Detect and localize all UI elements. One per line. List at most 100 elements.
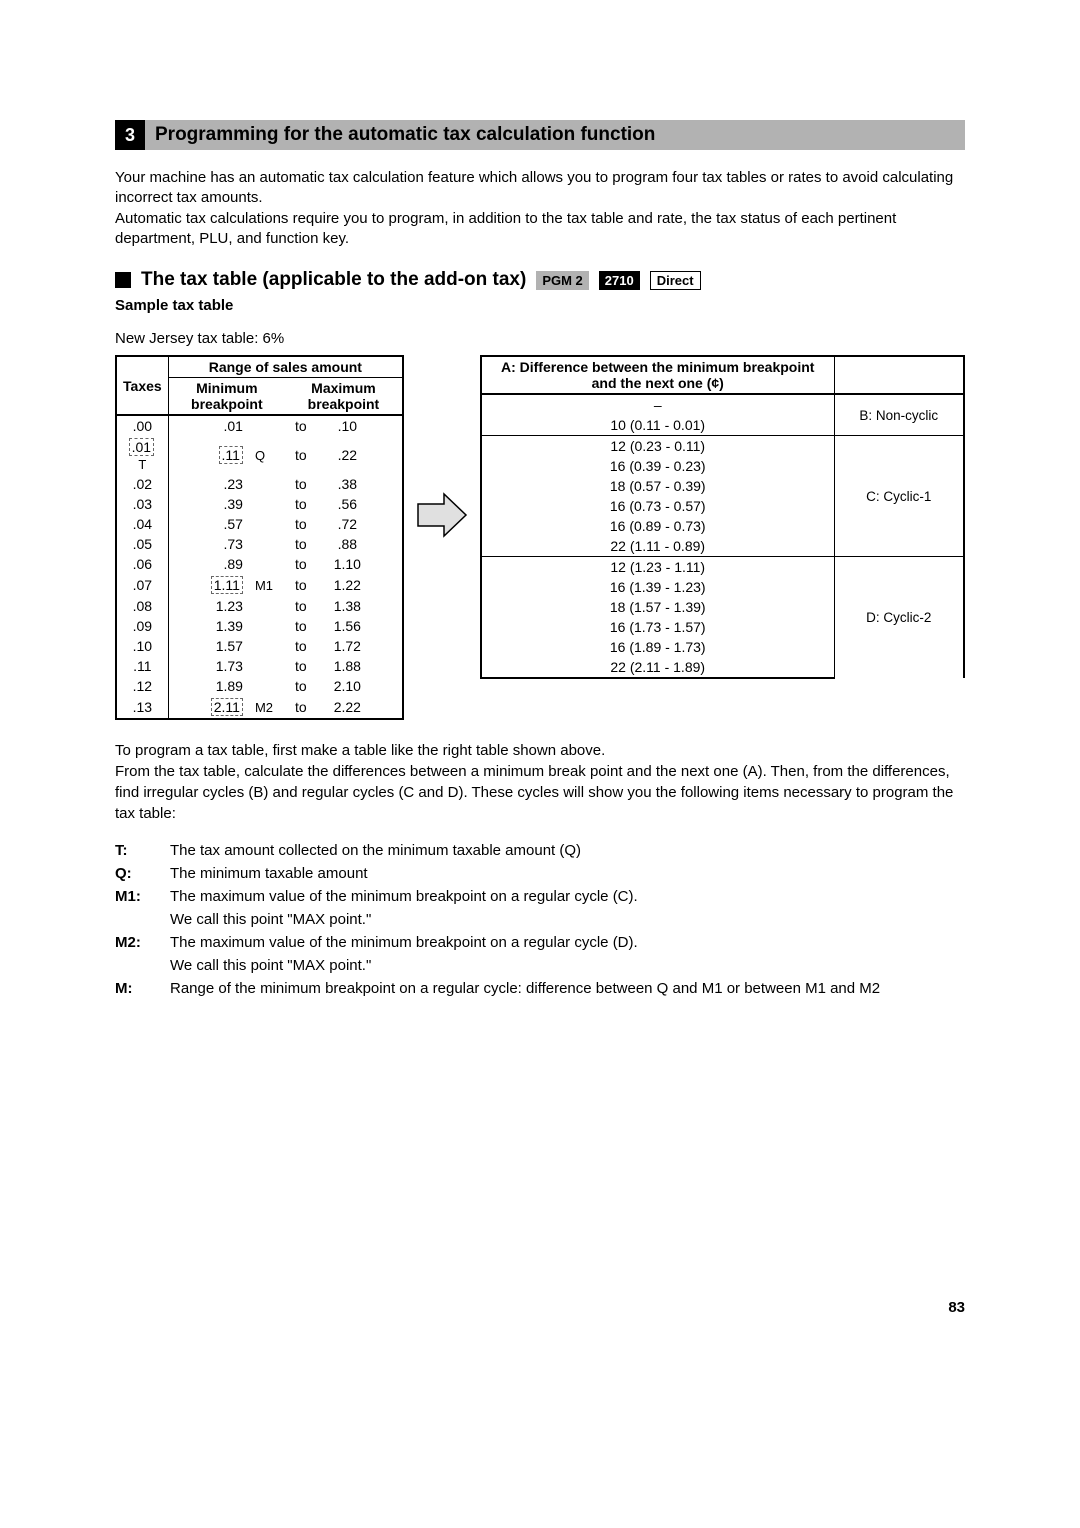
to-cell: to: [285, 616, 317, 636]
bullet-icon: [115, 272, 131, 288]
max-cell: 1.56: [317, 616, 403, 636]
to-cell: to: [285, 514, 317, 534]
min-cell: 2.11: [168, 696, 249, 719]
tax-cell: .01 T: [116, 436, 168, 474]
diff-cell: 12 (0.23 - 0.11): [481, 436, 834, 457]
tables-wrap: Taxes Range of sales amount Minimum brea…: [115, 355, 965, 720]
min-note: [249, 534, 285, 554]
min-cell: .57: [168, 514, 249, 534]
section-header: 3 Programming for the automatic tax calc…: [115, 120, 965, 150]
tax-cell: .11: [116, 656, 168, 676]
def-key: M:: [115, 978, 170, 999]
def-row: M2:The maximum value of the minimum brea…: [115, 932, 965, 953]
min-note: [249, 636, 285, 656]
diff-cell: 16 (0.39 - 0.23): [481, 456, 834, 476]
max-cell: 1.38: [317, 596, 403, 616]
min-cell: 1.57: [168, 636, 249, 656]
diff-cell: 16 (1.73 - 1.57): [481, 617, 834, 637]
diff-cell: 12 (1.23 - 1.11): [481, 557, 834, 578]
def-value: The minimum taxable amount: [170, 863, 965, 884]
max-cell: 1.72: [317, 636, 403, 656]
max-cell: .10: [317, 415, 403, 436]
def-key: [115, 955, 170, 976]
min-cell: .23: [168, 474, 249, 494]
min-note: Q: [249, 436, 285, 474]
min-note: [249, 494, 285, 514]
tax-table-right: A: Difference between the minimum breakp…: [480, 355, 965, 679]
to-cell: to: [285, 574, 317, 596]
to-cell: to: [285, 554, 317, 574]
tax-cell: .06: [116, 554, 168, 574]
diff-cell: 16 (0.89 - 0.73): [481, 516, 834, 536]
tax-cell: .02: [116, 474, 168, 494]
min-note: [249, 596, 285, 616]
def-row: T:The tax amount collected on the minimu…: [115, 840, 965, 861]
col-min: Minimum breakpoint: [168, 378, 285, 416]
label-cyclic1: C: Cyclic-1: [834, 436, 964, 557]
to-cell: to: [285, 596, 317, 616]
sample-caption: New Jersey tax table: 6%: [115, 330, 965, 347]
tax-cell: .09: [116, 616, 168, 636]
min-note: [249, 616, 285, 636]
def-value: We call this point "MAX point.": [170, 955, 965, 976]
badge-pgm2: PGM 2: [536, 271, 588, 290]
col-max: Maximum breakpoint: [285, 378, 403, 416]
page-number: 83: [115, 1299, 965, 1316]
min-note: [249, 415, 285, 436]
tax-cell: .10: [116, 636, 168, 656]
min-cell: .73: [168, 534, 249, 554]
min-cell: .11: [168, 436, 249, 474]
min-note: M2: [249, 696, 285, 719]
min-note: [249, 554, 285, 574]
def-value: We call this point "MAX point.": [170, 909, 965, 930]
tax-cell: .07: [116, 574, 168, 596]
diff-cell: 16 (1.39 - 1.23): [481, 577, 834, 597]
subsection-header: The tax table (applicable to the add-on …: [115, 269, 965, 291]
def-row: We call this point "MAX point.": [115, 909, 965, 930]
def-row: Q:The minimum taxable amount: [115, 863, 965, 884]
max-cell: .72: [317, 514, 403, 534]
def-key: M1:: [115, 886, 170, 907]
to-cell: to: [285, 494, 317, 514]
right-header: A: Difference between the minimum breakp…: [481, 356, 834, 394]
def-value: The tax amount collected on the minimum …: [170, 840, 965, 861]
to-cell: to: [285, 534, 317, 554]
min-cell: 1.73: [168, 656, 249, 676]
min-cell: .89: [168, 554, 249, 574]
diff-cell: 18 (1.57 - 1.39): [481, 597, 834, 617]
max-cell: .56: [317, 494, 403, 514]
min-note: [249, 656, 285, 676]
min-note: M1: [249, 574, 285, 596]
tax-cell: .00: [116, 415, 168, 436]
max-cell: 2.22: [317, 696, 403, 719]
diff-cell: 16 (0.73 - 0.57): [481, 496, 834, 516]
section-title: Programming for the automatic tax calcul…: [145, 120, 965, 150]
to-cell: to: [285, 656, 317, 676]
min-note: [249, 676, 285, 696]
col-range: Range of sales amount: [168, 356, 403, 378]
diff-cell: –: [481, 394, 834, 415]
arrow-icon: [416, 355, 468, 675]
tax-cell: .13: [116, 696, 168, 719]
max-cell: 1.88: [317, 656, 403, 676]
tax-cell: .04: [116, 514, 168, 534]
max-cell: .88: [317, 534, 403, 554]
tax-cell: .03: [116, 494, 168, 514]
def-key: [115, 909, 170, 930]
tax-cell: .12: [116, 676, 168, 696]
right-header-blank: [834, 356, 964, 394]
explain-text: To program a tax table, first make a tab…: [115, 740, 965, 824]
diff-cell: 22 (1.11 - 0.89): [481, 536, 834, 557]
min-cell: 1.89: [168, 676, 249, 696]
label-noncyclic: B: Non-cyclic: [834, 394, 964, 436]
min-cell: .39: [168, 494, 249, 514]
explain-p1: To program a tax table, first make a tab…: [115, 742, 605, 759]
intro-p2: Automatic tax calculations require you t…: [115, 210, 896, 247]
def-key: Q:: [115, 863, 170, 884]
tax-cell: .05: [116, 534, 168, 554]
max-cell: .22: [317, 436, 403, 474]
intro-text: Your machine has an automatic tax calcul…: [115, 168, 965, 249]
def-row: M1:The maximum value of the minimum brea…: [115, 886, 965, 907]
max-cell: 1.22: [317, 574, 403, 596]
min-cell: 1.11: [168, 574, 249, 596]
